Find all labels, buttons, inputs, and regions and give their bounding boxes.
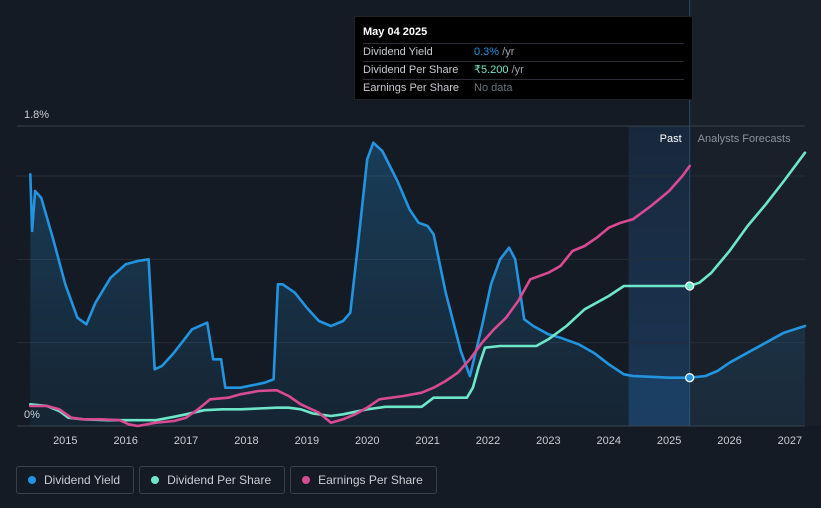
tooltip-label: Dividend Per Share <box>363 64 459 76</box>
tooltip-label: Earnings Per Share <box>363 82 459 94</box>
legend-label: Dividend Per Share <box>167 473 272 487</box>
tooltip-row-earnings-per-share: Earnings Per Share No data <box>363 79 684 97</box>
tooltip: May 04 2025 Dividend Yield 0.3% /yr Divi… <box>354 16 693 100</box>
x-tick-label: 2020 <box>355 435 379 447</box>
x-tick-label: 2026 <box>717 435 741 447</box>
dividend-yield-marker <box>685 373 695 383</box>
tooltip-label: Dividend Yield <box>363 46 433 58</box>
tooltip-row-dividend-yield: Dividend Yield 0.3% /yr <box>363 43 684 61</box>
x-tick-label: 2016 <box>113 435 137 447</box>
x-tick-label: 2017 <box>174 435 198 447</box>
x-tick-label: 2027 <box>778 435 802 447</box>
x-tick-label: 2015 <box>53 435 77 447</box>
legend-item-dividend-yield[interactable]: Dividend Yield <box>16 466 135 494</box>
tooltip-value: 0.3% <box>474 46 500 58</box>
tooltip-date: May 04 2025 <box>363 26 428 38</box>
dividend-yield-line <box>29 141 807 389</box>
legend-label: Dividend Yield <box>44 473 121 487</box>
tooltip-value: ₹5.200 <box>474 64 509 76</box>
legend-item-dividend-per-share[interactable]: Dividend Per Share <box>139 466 286 494</box>
dividend-per-share-marker <box>685 281 695 291</box>
legend-dot-icon <box>302 476 311 484</box>
past-label: Past <box>660 133 682 145</box>
y-tick-label-top: 1.8% <box>24 109 49 121</box>
x-tick-label: 2025 <box>657 435 681 447</box>
x-tick-label: 2021 <box>415 435 439 447</box>
legend-dot-icon <box>151 476 160 484</box>
tooltip-value: No data <box>474 82 513 94</box>
tooltip-unit: /yr <box>499 46 515 58</box>
dividend-yield-area <box>30 142 806 426</box>
x-tick-label: 2019 <box>295 435 319 447</box>
x-tick-label: 2024 <box>597 435 621 447</box>
y-tick-label-bottom: 0% <box>24 409 40 421</box>
legend: Dividend Yield Dividend Per Share Earnin… <box>16 466 437 494</box>
legend-dot-icon <box>28 476 36 484</box>
earnings-per-share-line <box>29 164 691 428</box>
tooltip-row-dividend-per-share: Dividend Per Share ₹5.200 /yr <box>363 61 684 79</box>
dividend-per-share-line <box>29 151 807 422</box>
tooltip-unit: /yr <box>508 64 524 76</box>
x-tick-label: 2018 <box>234 435 258 447</box>
legend-item-earnings-per-share[interactable]: Earnings Per Share <box>290 466 437 494</box>
legend-label: Earnings Per Share <box>318 473 423 487</box>
x-tick-label: 2022 <box>476 435 500 447</box>
x-tick-label: 2023 <box>536 435 560 447</box>
forecast-label: Analysts Forecasts <box>698 133 791 145</box>
